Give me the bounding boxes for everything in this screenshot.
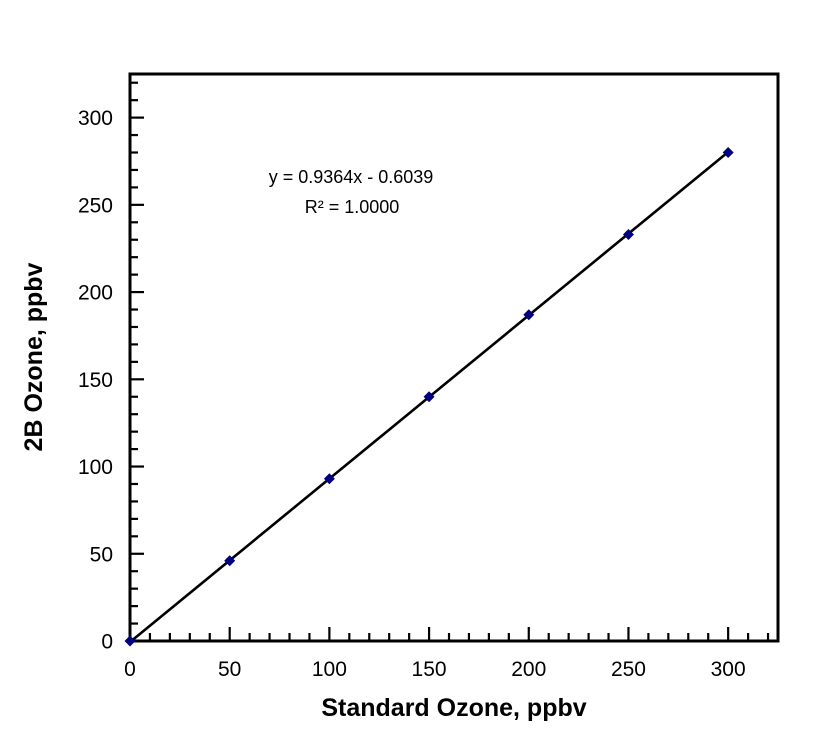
- y-axis-tick-labels: 0 50 100 150 200 250 300: [78, 107, 113, 653]
- y-tick-label: 250: [78, 194, 113, 217]
- r-squared-value: R² = 1.0000: [305, 197, 400, 217]
- x-tick-label: 150: [412, 658, 447, 681]
- plot-border: [128, 72, 780, 643]
- x-tick-label: 200: [511, 658, 546, 681]
- trendline-equation: y = 0.9364x - 0.6039: [269, 167, 434, 187]
- x-tick-label: 50: [218, 658, 241, 681]
- data-point-marker: [622, 229, 634, 241]
- y-axis-ticks: [131, 81, 144, 643]
- data-point-marker: [523, 309, 535, 321]
- y-tick-label: 50: [90, 543, 113, 566]
- y-tick-label: 100: [78, 456, 113, 479]
- x-tick-label: 0: [124, 658, 136, 681]
- data-points: [124, 147, 734, 647]
- y-tick-label: 200: [78, 282, 113, 305]
- y-tick-label: 0: [101, 631, 113, 654]
- x-tick-label: 100: [312, 658, 347, 681]
- x-tick-label: 250: [611, 658, 646, 681]
- data-point-marker: [224, 555, 236, 567]
- data-point-marker: [423, 391, 435, 403]
- y-axis-title: 2B Ozone, ppbv: [20, 262, 48, 451]
- x-axis-ticks: [128, 627, 770, 640]
- x-axis-tick-labels: 0 50 100 150 200 250 300: [124, 658, 746, 681]
- x-axis-title: Standard Ozone, ppbv: [321, 694, 586, 722]
- data-point-marker: [323, 473, 335, 485]
- data-point-marker: [124, 635, 136, 647]
- data-point-marker: [722, 147, 734, 159]
- y-tick-label: 300: [78, 107, 113, 130]
- y-tick-label: 150: [78, 369, 113, 392]
- x-tick-label: 300: [711, 658, 746, 681]
